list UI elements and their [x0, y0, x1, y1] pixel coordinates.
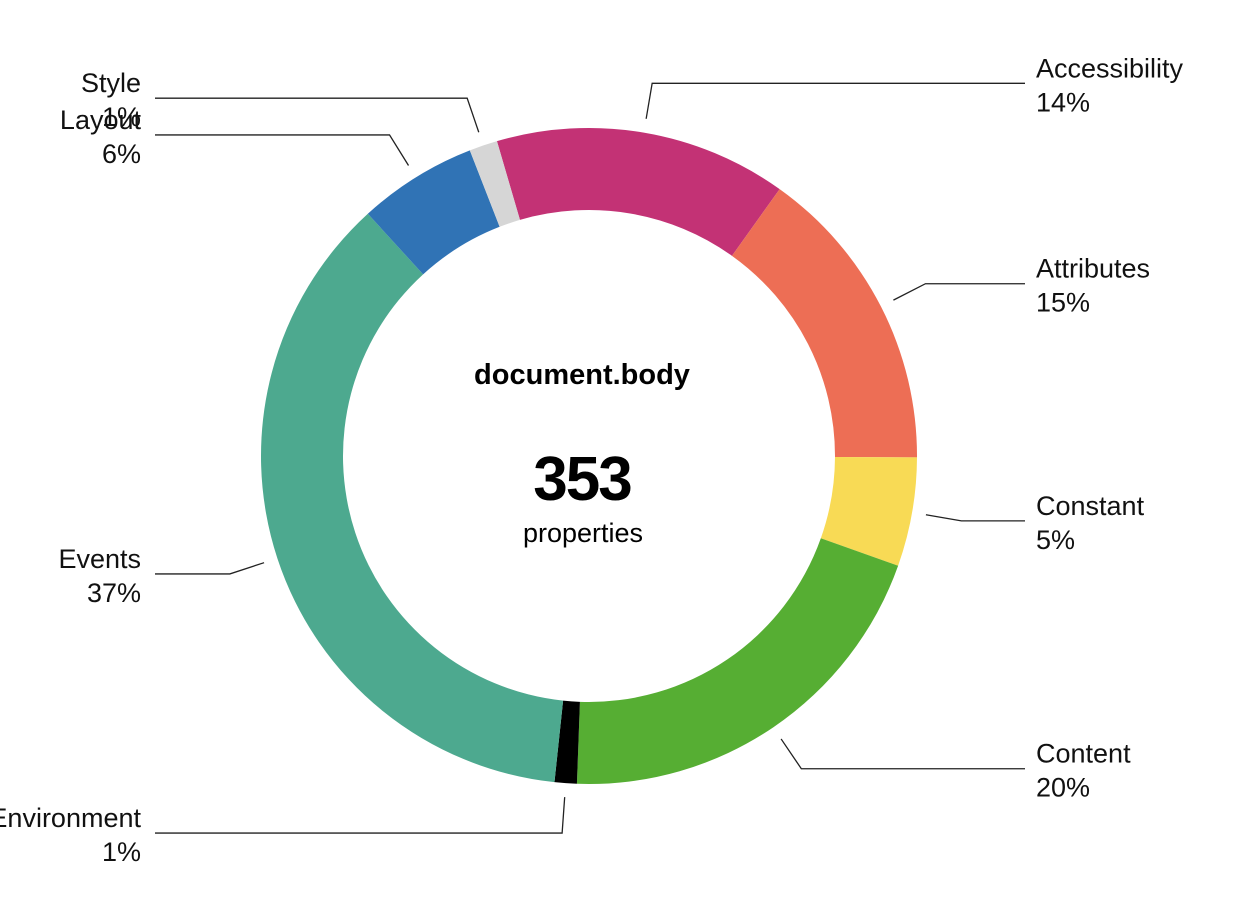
slice-content: [576, 538, 899, 784]
label-environment: Environment: [0, 803, 141, 833]
leader-constant: [925, 514, 1025, 522]
percent-constant: 5%: [1036, 525, 1075, 555]
leader-accessibility: [645, 82, 1025, 119]
leader-environment: [155, 797, 566, 834]
slice-labels: Accessibility 14% Attributes 15% Constant 5% C…: [0, 53, 1184, 867]
label-style: Style: [81, 68, 141, 98]
label-layout: Layout: [60, 105, 142, 135]
percent-style: 1%: [102, 102, 141, 132]
label-events: Events: [58, 544, 141, 574]
percent-layout: 6%: [102, 139, 141, 169]
label-attributes: Attributes: [1036, 254, 1150, 284]
leader-style: [155, 97, 480, 133]
slice-layout: [367, 150, 500, 275]
percent-content: 20%: [1036, 773, 1090, 803]
percent-events: 37%: [87, 578, 141, 608]
slice-accessibility: [496, 128, 780, 256]
leader-layout: [155, 134, 410, 166]
label-accessibility: Accessibility: [1036, 53, 1184, 83]
label-content: Content: [1036, 739, 1131, 769]
total-label: properties: [523, 518, 643, 548]
leader-lines: [155, 82, 1025, 834]
donut-slices: [260, 128, 917, 784]
chart-title: document.body: [474, 359, 690, 391]
percent-attributes: 15%: [1036, 288, 1090, 318]
slice-attributes: [731, 189, 917, 458]
slice-constant: [820, 457, 917, 566]
percent-accessibility: 14%: [1036, 87, 1090, 117]
slice-style: [469, 141, 520, 227]
label-constant: Constant: [1036, 491, 1145, 521]
slice-events: [260, 213, 564, 783]
total-value: 353: [533, 445, 631, 514]
percent-environment: 1%: [102, 837, 141, 867]
leader-attributes: [893, 283, 1025, 301]
leader-events: [155, 562, 265, 575]
leader-content: [780, 738, 1025, 770]
slice-environment: [554, 700, 580, 784]
